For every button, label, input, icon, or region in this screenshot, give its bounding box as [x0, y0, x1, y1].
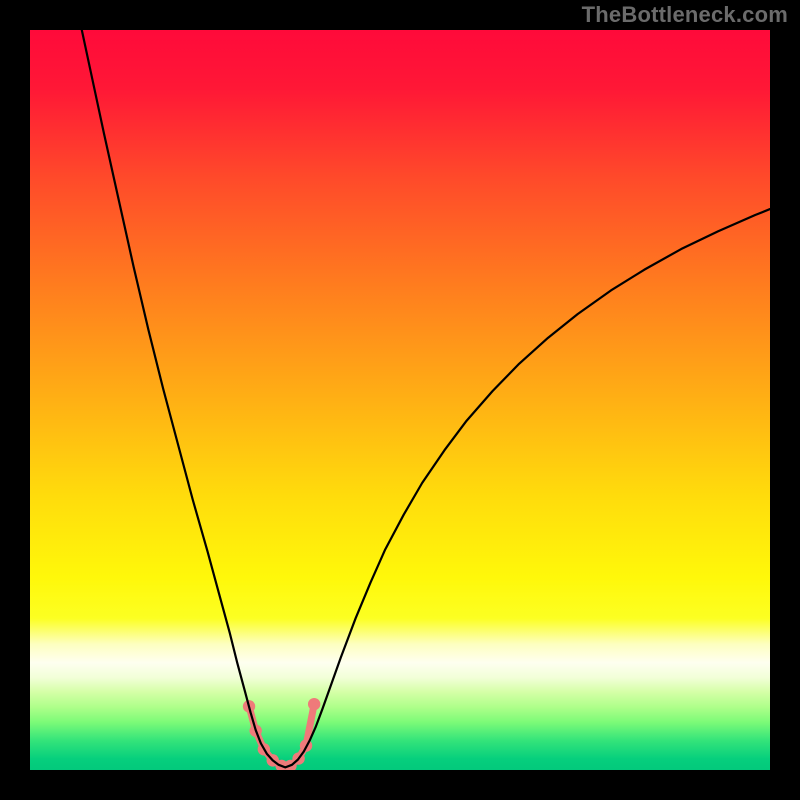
plot-area	[30, 30, 770, 772]
bottleneck-curve-chart	[0, 0, 800, 800]
watermark-label: TheBottleneck.com	[582, 2, 788, 28]
chart-container: TheBottleneck.com	[0, 0, 800, 800]
marker-dot	[308, 698, 320, 710]
gradient-background	[30, 30, 770, 770]
